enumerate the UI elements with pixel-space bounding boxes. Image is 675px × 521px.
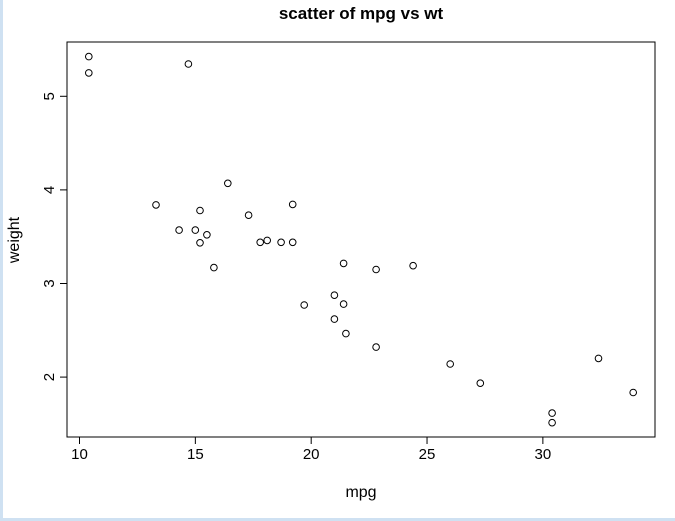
data-point [244,211,253,219]
y-tick-label: 4 [41,186,58,194]
data-point [548,418,556,427]
plot-border [66,41,656,438]
data-point [256,238,265,247]
y-tick-label: 5 [41,92,58,100]
y-axis-label: weight [6,216,23,264]
data-point [196,239,204,247]
data-point [548,409,556,417]
data-point [184,60,193,68]
data-point [288,200,297,209]
x-tick-label: 20 [303,446,320,463]
data-point [372,265,380,274]
data-point [152,201,160,209]
data-point [409,261,417,270]
data-point [263,236,272,245]
x-tick-label: 30 [535,446,552,463]
data-point [85,69,93,77]
window-edge-bottom [0,518,675,521]
x-tick-label: 15 [187,446,204,463]
data-point [277,238,285,247]
data-point [330,315,339,323]
chart-title: scatter of mpg vs wt [278,4,444,23]
data-point [85,52,93,61]
y-tick-label: 2 [41,373,58,381]
data-point [476,379,485,388]
data-point [594,354,603,363]
x-axis-label: mpg [345,484,377,501]
data-point [288,238,297,247]
data-point [330,291,339,300]
data-point [372,343,380,351]
data-point [446,360,455,368]
y-tick-label: 3 [41,279,58,287]
data-point [210,263,218,272]
data-point [339,300,348,308]
data-point [300,301,309,309]
data-point [196,206,204,215]
x-tick-label: 25 [419,446,436,463]
data-point [224,179,232,188]
window-edge-left [0,0,3,521]
x-tick-label: 10 [71,446,88,463]
data-point [175,226,183,234]
data-point [203,231,211,239]
data-point [339,259,348,268]
data-point [629,388,638,397]
data-point [342,329,350,338]
data-point [191,226,200,234]
